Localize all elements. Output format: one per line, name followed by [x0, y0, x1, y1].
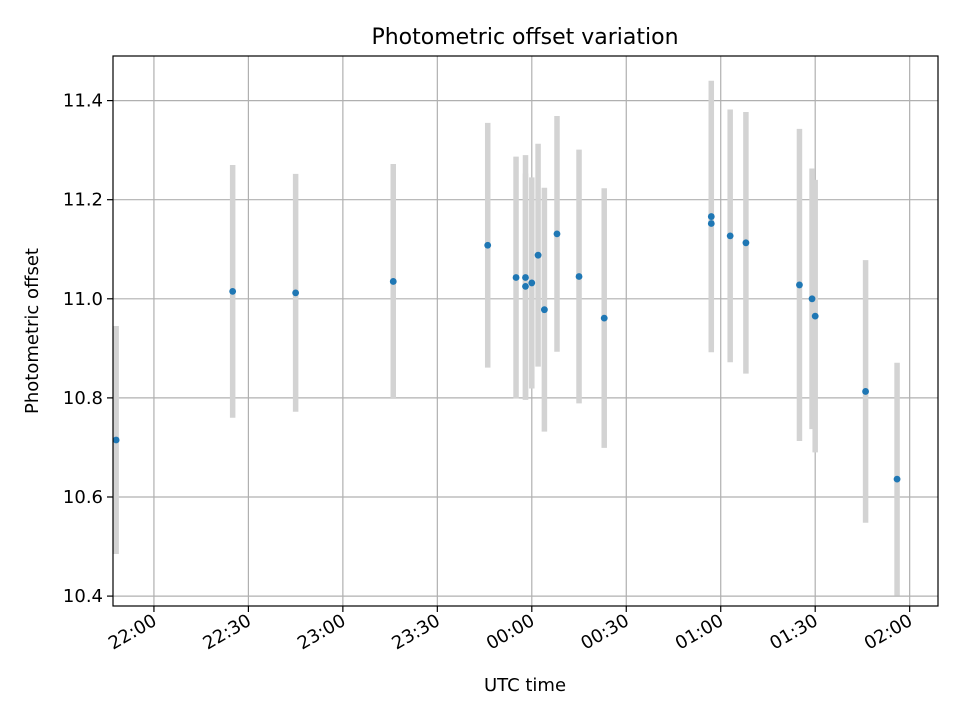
y-tick-label: 11.0	[63, 289, 103, 310]
plot-frame	[112, 55, 939, 607]
y-axis-label: Photometric offset	[22, 248, 43, 414]
data-point	[575, 273, 583, 280]
data-point	[292, 289, 300, 297]
data-point	[540, 306, 548, 314]
y-tick-label: 10.6	[63, 487, 103, 508]
data-point	[112, 436, 120, 444]
y-tick-label: 10.4	[63, 586, 103, 607]
data-point	[600, 314, 608, 322]
data-point	[512, 274, 520, 281]
data-point	[707, 220, 715, 227]
data-point	[534, 251, 542, 259]
y-axis-ticks: 10.4 10.6 10.8 11.0 11.2 11.4	[63, 91, 113, 607]
y-tick-label: 10.8	[63, 388, 103, 409]
y-tick-label: 11.4	[63, 91, 103, 112]
data-point	[893, 475, 901, 483]
data-point	[522, 283, 529, 290]
data-point	[707, 213, 715, 220]
data-point	[229, 287, 237, 295]
data-point	[528, 279, 536, 287]
data-point	[811, 312, 819, 320]
data-point	[522, 274, 529, 281]
data-point	[796, 281, 803, 289]
y-tick-label: 11.2	[63, 190, 103, 211]
data-point	[553, 230, 561, 238]
data-point	[484, 241, 492, 249]
data-point	[862, 388, 869, 395]
data-point	[389, 278, 397, 285]
data-point	[726, 232, 734, 240]
data-points	[112, 213, 901, 483]
x-axis-label: UTC time	[484, 675, 566, 696]
chart-title: Photometric offset variation	[371, 25, 678, 50]
data-point	[742, 239, 750, 247]
data-point	[808, 295, 816, 303]
